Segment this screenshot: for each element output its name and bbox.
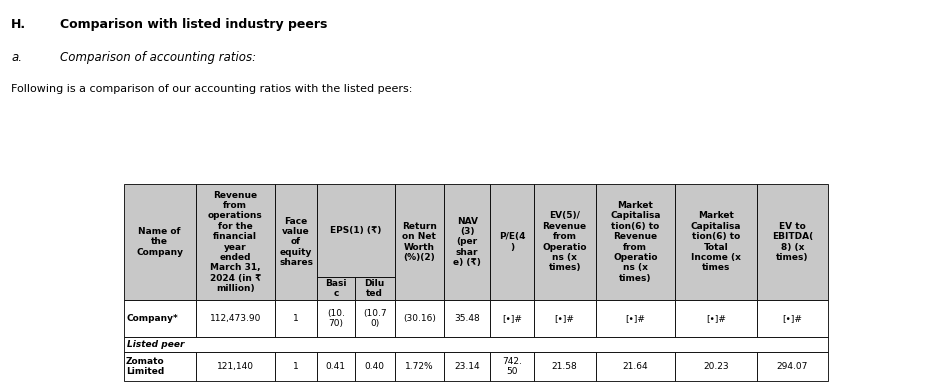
Bar xyxy=(275,352,316,380)
Bar xyxy=(534,184,595,300)
Text: (10.
70): (10. 70) xyxy=(327,309,344,328)
Bar xyxy=(123,352,195,380)
Bar xyxy=(316,184,394,277)
Bar xyxy=(123,300,195,337)
Text: (10.7
0): (10.7 0) xyxy=(363,309,386,328)
Bar xyxy=(675,300,756,337)
Bar xyxy=(534,352,595,380)
Bar xyxy=(444,184,489,300)
Text: [•]#: [•]# xyxy=(501,314,522,323)
Text: 121,140: 121,140 xyxy=(216,362,253,371)
Bar xyxy=(595,184,675,300)
Bar xyxy=(123,337,828,352)
Text: 1: 1 xyxy=(293,362,299,371)
Text: Company*: Company* xyxy=(126,314,177,323)
Text: Basi
c: Basi c xyxy=(325,279,346,298)
Text: a.: a. xyxy=(11,51,22,64)
Text: Face
value
of
equity
shares: Face value of equity shares xyxy=(278,217,313,267)
Text: Listed peer: Listed peer xyxy=(126,340,184,349)
Bar xyxy=(444,352,489,380)
Bar xyxy=(394,352,444,380)
Bar xyxy=(195,352,275,380)
Text: 0.41: 0.41 xyxy=(326,362,345,371)
Bar xyxy=(595,300,675,337)
Text: 23.14: 23.14 xyxy=(454,362,480,371)
Bar xyxy=(195,300,275,337)
Bar xyxy=(756,352,828,380)
Bar xyxy=(275,184,316,300)
Text: [•]#: [•]# xyxy=(705,314,725,323)
Text: Return
on Net
Worth
(%)(2): Return on Net Worth (%)(2) xyxy=(402,222,436,262)
Bar xyxy=(394,300,444,337)
Text: Market
Capitalisa
tion(6) to
Total
Income (x
times: Market Capitalisa tion(6) to Total Incom… xyxy=(690,212,741,273)
Text: 21.64: 21.64 xyxy=(622,362,648,371)
Text: EV to
EBITDA(
8) (x
times): EV to EBITDA( 8) (x times) xyxy=(771,222,812,262)
Bar xyxy=(275,300,316,337)
Bar xyxy=(394,184,444,300)
Text: Dilu
ted: Dilu ted xyxy=(364,279,384,298)
Text: 0.40: 0.40 xyxy=(364,362,384,371)
Text: Comparison of accounting ratios:: Comparison of accounting ratios: xyxy=(60,51,256,64)
Text: NAV
(3)
(per
shar
e) (₹): NAV (3) (per shar e) (₹) xyxy=(453,217,481,267)
Bar xyxy=(756,184,828,300)
Bar xyxy=(316,352,354,380)
Text: Revenue
from
operations
for the
financial
year
ended
March 31,
2024 (in ₹
millio: Revenue from operations for the financia… xyxy=(208,190,263,293)
Text: 35.48: 35.48 xyxy=(454,314,480,323)
Text: 112,473.90: 112,473.90 xyxy=(210,314,261,323)
Text: (30.16): (30.16) xyxy=(403,314,435,323)
Bar xyxy=(489,352,534,380)
Bar xyxy=(444,300,489,337)
Bar xyxy=(195,184,275,300)
Bar xyxy=(756,300,828,337)
Bar xyxy=(316,277,354,300)
Text: [•]#: [•]# xyxy=(554,314,574,323)
Text: 294.07: 294.07 xyxy=(776,362,807,371)
Bar xyxy=(534,300,595,337)
Text: Name of
the
Company: Name of the Company xyxy=(136,227,183,257)
Bar xyxy=(354,277,394,300)
Bar xyxy=(123,184,195,300)
Bar xyxy=(489,184,534,300)
Text: [•]#: [•]# xyxy=(625,314,645,323)
Text: H.: H. xyxy=(11,18,26,30)
Text: Comparison with listed industry peers: Comparison with listed industry peers xyxy=(60,18,328,30)
Bar xyxy=(354,300,394,337)
Text: [•]#: [•]# xyxy=(781,314,802,323)
Text: 20.23: 20.23 xyxy=(702,362,728,371)
Text: P/E(4
): P/E(4 ) xyxy=(498,232,524,251)
Text: 1: 1 xyxy=(293,314,299,323)
Text: EV(5)/
Revenue
from
Operatio
ns (x
times): EV(5)/ Revenue from Operatio ns (x times… xyxy=(542,212,586,273)
Bar xyxy=(675,352,756,380)
Text: 21.58: 21.58 xyxy=(551,362,577,371)
Text: 1.72%: 1.72% xyxy=(405,362,433,371)
Text: Market
Capitalisa
tion(6) to
Revenue
from
Operatio
ns (x
times): Market Capitalisa tion(6) to Revenue fro… xyxy=(610,201,660,283)
Text: 742.
50: 742. 50 xyxy=(501,357,522,376)
Bar xyxy=(595,352,675,380)
Text: Zomato
Limited: Zomato Limited xyxy=(126,357,164,376)
Bar xyxy=(354,352,394,380)
Text: EPS(1) (₹): EPS(1) (₹) xyxy=(329,226,381,235)
Bar xyxy=(675,184,756,300)
Bar xyxy=(316,300,354,337)
Text: Following is a comparison of our accounting ratios with the listed peers:: Following is a comparison of our account… xyxy=(11,84,412,94)
Bar xyxy=(489,300,534,337)
